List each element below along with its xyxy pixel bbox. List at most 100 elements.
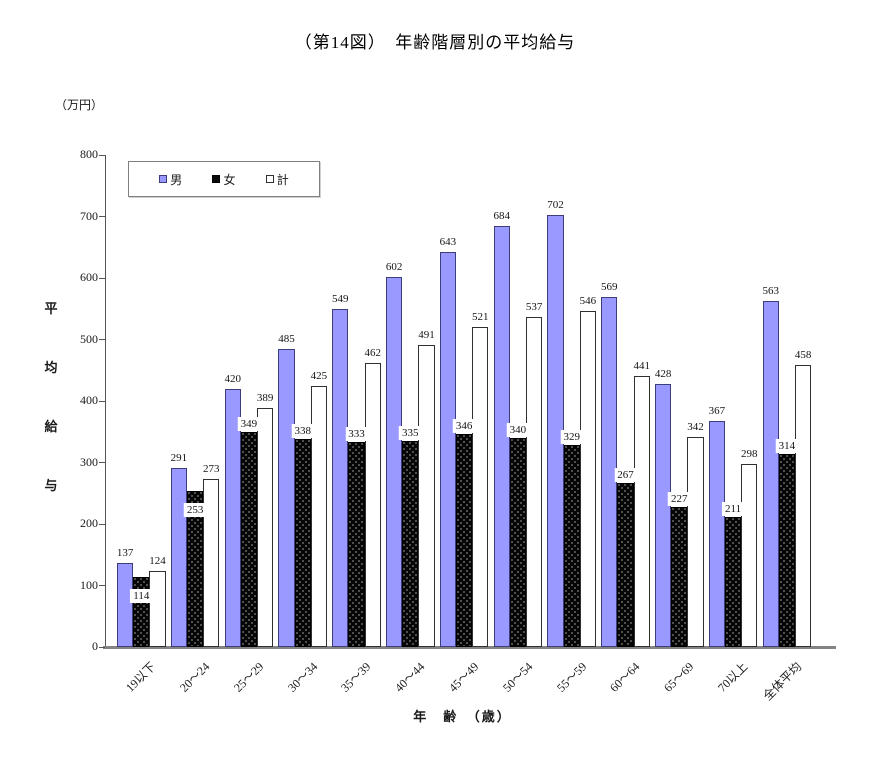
y-tick-label: 300 — [80, 454, 98, 469]
bar-value-label: 521 — [472, 310, 489, 323]
bar-female — [240, 432, 257, 647]
bar-value-label: 338 — [291, 424, 314, 439]
bar-total — [795, 365, 812, 647]
bar-male — [224, 388, 241, 647]
bar-female — [778, 453, 795, 647]
bar-value-label: 420 — [224, 372, 241, 385]
bar-male — [170, 468, 187, 647]
bar-value-label: 267 — [614, 467, 637, 482]
x-tick-label: 45〜49 — [446, 659, 482, 695]
y-axis-title: 平均給与 — [42, 298, 60, 494]
bar-value-label: 367 — [708, 405, 726, 418]
legend-label-total: 計 — [276, 172, 289, 187]
y-axis-title-char: 与 — [44, 478, 58, 493]
bar-value-label: 389 — [256, 391, 274, 404]
bar-female — [187, 491, 204, 647]
bar-total — [472, 326, 489, 647]
bar-female — [402, 440, 419, 647]
bar-value-label: 462 — [364, 346, 381, 359]
bar-value-label: 349 — [237, 417, 261, 432]
y-tick-mark — [99, 523, 105, 525]
male-swatch-icon — [159, 175, 168, 183]
total-swatch-icon — [265, 175, 274, 183]
bar-value-label: 485 — [278, 332, 295, 345]
bar-total — [579, 311, 596, 647]
bar-value-label: 684 — [493, 210, 510, 223]
x-axis-title: 年 齢 （歳） — [413, 709, 512, 724]
bar-male — [332, 309, 349, 647]
x-tick-label: 40〜44 — [392, 659, 428, 695]
legend-item-female: 女 — [212, 171, 236, 188]
x-tick-label: 20〜24 — [177, 659, 213, 695]
y-tick-label: 700 — [80, 208, 98, 223]
bar-value-label: 563 — [762, 284, 779, 297]
bar-value-label: 340 — [506, 422, 530, 437]
bar-total — [203, 479, 220, 647]
bar-female — [294, 439, 311, 647]
y-tick-mark — [99, 646, 105, 648]
bar-value-label: 211 — [722, 502, 745, 517]
y-tick-mark — [99, 216, 105, 217]
bar-value-label: 273 — [203, 463, 220, 476]
y-tick-mark — [99, 400, 105, 402]
x-tick-label: 35〜39 — [338, 659, 374, 695]
y-axis-title-char: 均 — [44, 360, 58, 375]
bar-value-label: 569 — [601, 281, 618, 294]
bar-value-label: 346 — [452, 419, 476, 434]
bar-female — [456, 434, 473, 647]
y-tick-label: 600 — [80, 270, 98, 284]
y-tick-mark — [99, 277, 105, 279]
x-tick-label: 25〜29 — [230, 659, 267, 695]
legend: 男 女 計 — [128, 161, 320, 197]
bar-total — [310, 385, 327, 647]
y-tick-mark — [99, 154, 105, 156]
legend-label-female: 女 — [223, 172, 236, 187]
legend-item-total: 計 — [265, 171, 289, 188]
x-tick-label: 19以下 — [123, 659, 159, 695]
bar-value-label: 441 — [633, 359, 650, 372]
y-tick-mark — [99, 462, 105, 463]
bar-value-label: 291 — [170, 452, 188, 465]
x-tick-label: 70以上 — [715, 659, 751, 695]
bar-value-label: 458 — [794, 349, 812, 362]
bar-total — [741, 463, 758, 647]
bar-value-label: 549 — [332, 293, 349, 306]
bar-total — [633, 375, 650, 647]
y-tick-label: 0 — [92, 639, 98, 653]
y-tick-label: 800 — [80, 147, 98, 161]
bar-female — [563, 444, 580, 647]
bar-value-label: 314 — [775, 438, 799, 453]
bar-value-label: 137 — [116, 546, 134, 559]
chart-title: （第14図） 年齢階層別の平均給与 — [294, 33, 576, 52]
y-tick-label: 100 — [80, 577, 98, 592]
bar-total — [526, 316, 543, 647]
bar-total — [687, 436, 704, 647]
bar-value-label: 643 — [439, 235, 457, 248]
bar-value-label: 333 — [345, 427, 368, 442]
y-axis-title-char: 平 — [44, 301, 58, 316]
y-tick-label: 500 — [80, 331, 98, 346]
y-axis-unit-label: （万円） — [55, 98, 104, 112]
bar-total — [418, 345, 435, 647]
bar-value-label: 491 — [418, 329, 435, 342]
x-axis-baseline — [103, 646, 836, 649]
y-tick-mark — [99, 585, 105, 586]
bar-female — [671, 507, 688, 647]
y-tick-mark — [99, 339, 105, 340]
bar-value-label: 335 — [399, 425, 422, 440]
bar-value-label: 537 — [525, 300, 543, 313]
y-tick-label: 400 — [80, 393, 98, 407]
bar-value-label: 124 — [149, 554, 166, 567]
bar-male — [655, 383, 672, 647]
y-tick-label: 200 — [80, 516, 98, 530]
legend-label-male: 男 — [170, 172, 183, 187]
bar-male — [439, 251, 456, 647]
bar-total — [364, 362, 381, 647]
bar-value-label: 428 — [654, 367, 672, 380]
bar-value-label: 329 — [560, 429, 583, 444]
bar-total — [149, 570, 166, 647]
bar-female — [617, 482, 634, 647]
bar-value-label: 702 — [547, 199, 564, 212]
